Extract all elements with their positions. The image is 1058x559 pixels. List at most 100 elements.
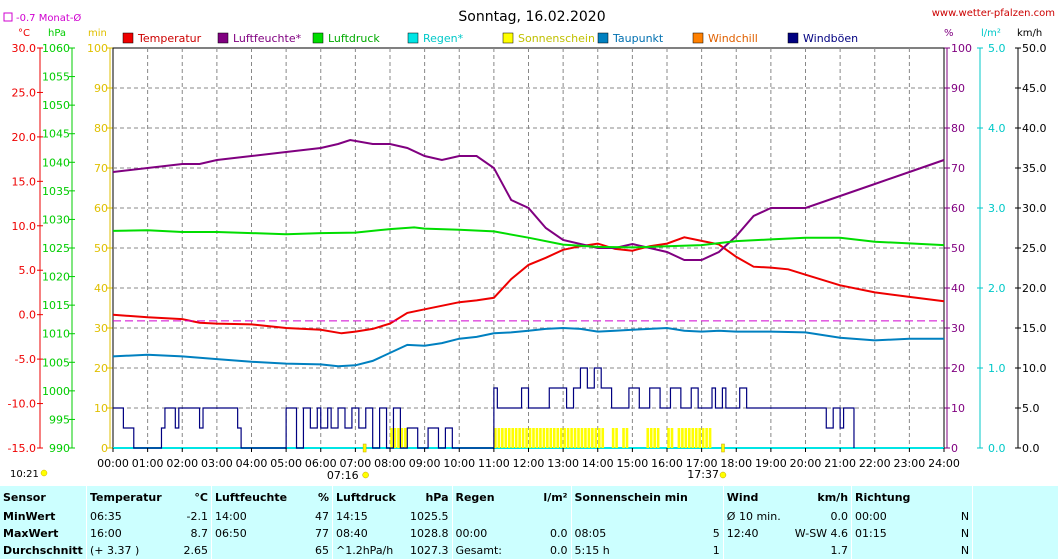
sunshine-bar — [681, 428, 684, 448]
sunshine-bar — [688, 428, 691, 448]
sunshine-axis-label: 20 — [94, 362, 108, 375]
sunshine-bar — [563, 428, 566, 448]
x-axis-label: 04:00 — [236, 457, 268, 470]
humidity-axis-label: 10 — [951, 402, 965, 415]
sunshine-bar — [556, 428, 560, 448]
sunrise-marker — [362, 443, 367, 453]
pressure-axis-label: 1050 — [42, 99, 70, 112]
x-axis-label: 02:00 — [166, 457, 198, 470]
sunshine-bar — [601, 428, 605, 448]
series-line-gusts — [113, 367, 855, 449]
sunshine-axis-label: 70 — [94, 162, 108, 175]
x-axis-label: 01:00 — [132, 457, 164, 470]
pressure-axis-label: 1030 — [42, 213, 70, 226]
stats-header-press-unit: hPa — [425, 490, 449, 504]
stats-temp-value: 2.65 — [183, 544, 209, 557]
sunshine-bar — [559, 428, 563, 448]
stats-press-value: 1027.3 — [410, 544, 449, 557]
legend-label-sunshine: Sonnenschein — [518, 32, 595, 45]
rain-axis-label: 0.0 — [988, 442, 1006, 455]
wind-axis-label: 10.0 — [1022, 362, 1047, 375]
wind-unit: km/h — [1017, 28, 1042, 39]
sunshine-bar — [549, 428, 553, 448]
sunshine-bar — [511, 428, 515, 448]
sunset-label: 17:37 — [687, 468, 719, 481]
stats-row-filler — [972, 542, 1058, 559]
pressure-axis-label: 1000 — [42, 385, 70, 398]
stats-sun-time — [570, 508, 691, 525]
x-axis-label: 05:00 — [270, 457, 302, 470]
sunshine-bar — [539, 428, 542, 448]
pressure-axis-label: 1020 — [42, 271, 70, 284]
legend-swatch-windchill — [692, 32, 704, 44]
site-link[interactable]: www.wetter-pfalzen.com — [932, 8, 1055, 19]
stats-dir-time: 01:15 — [851, 525, 927, 542]
legend-swatch-pressure — [312, 32, 324, 44]
stats-row-max: MaxWert 16:00 8.7 06:50 77 08:40 1028.8 … — [0, 525, 1058, 542]
pressure-axis-label: 1040 — [42, 156, 70, 169]
stats-sun-time: 08:05 — [570, 525, 691, 542]
stats-temp-value: 8.7 — [190, 527, 209, 540]
sunshine-bar — [566, 428, 570, 448]
stats-rain-time: Gesamt: — [451, 542, 527, 559]
stats-header-hum: Luftfeuchte — [211, 486, 296, 508]
sunshine-bar — [497, 428, 501, 448]
stats-press-time: ^1.2hPa/h — [332, 542, 407, 559]
stats-header-wind: Wind — [722, 486, 792, 508]
stats-wind-value: 1.7 — [830, 544, 849, 557]
x-axis-label: 17:00 — [686, 457, 718, 470]
stats-dir-time: 00:00 — [851, 508, 927, 525]
x-axis-label: 20:00 — [790, 457, 822, 470]
rain-axis-label: 1.0 — [988, 362, 1006, 375]
legend-swatch-sunshine — [502, 32, 514, 44]
stats-row-label: MaxWert — [3, 527, 59, 540]
sunshine-bar — [597, 428, 601, 448]
chart-axes: -15.0 -10.0 -5.0 0.0 5.0 10.0 15.0 20.0 25.0 30.0… — [8, 42, 1047, 455]
month-avg-label: -0.7 Monat-Ø — [16, 12, 81, 24]
x-axis-label: 21:00 — [824, 457, 856, 470]
series-line-pressure — [112, 226, 945, 249]
temperature-axis-label: 20.0 — [12, 131, 37, 144]
legend-label-pressure: Luftdruck — [328, 32, 380, 45]
sunshine-bar — [532, 428, 535, 448]
stats-rain-value — [527, 508, 572, 525]
sunshine-bar — [622, 428, 625, 448]
sunshine-unit: min — [88, 28, 107, 39]
stats-header-wind-unit: km/h — [817, 490, 849, 504]
temperature-axis-label: 10.0 — [12, 220, 37, 233]
sunshine-bar — [404, 428, 407, 448]
sunshine-bar — [594, 428, 598, 448]
pressure-axis-label: 995 — [49, 413, 70, 426]
sunset-sun-icon — [719, 471, 727, 479]
humidity-axis-label: 70 — [951, 162, 965, 175]
sunshine-bar — [514, 428, 518, 448]
stats-header-dir-spacer — [926, 486, 973, 508]
legend-label-rain: Regen* — [423, 32, 464, 45]
humidity-axis-label: 20 — [951, 362, 965, 375]
legend-swatch-rain — [407, 32, 419, 44]
sunshine-bar — [393, 428, 397, 448]
stats-sun-value: 1 — [712, 544, 720, 557]
humidity-axis-label: 30 — [951, 322, 965, 335]
legend-label-temperature: Temperatur — [137, 32, 202, 45]
sunshine-bar — [546, 428, 549, 448]
sunshine-bar — [591, 428, 594, 448]
sunshine-bar — [504, 428, 508, 448]
x-axis-label: 14:00 — [582, 457, 614, 470]
humidity-axis-label: 100 — [951, 42, 972, 55]
sunshine-bar — [677, 428, 681, 448]
humidity-axis-label: 80 — [951, 122, 965, 135]
legend-label-windchill: Windchill — [708, 32, 758, 45]
sunshine-bar — [625, 428, 629, 448]
chart-markers: 07:16 17:37 — [113, 320, 944, 482]
stats-sun-time: 5:15 h — [570, 542, 691, 559]
wind-axis-label: 35.0 — [1022, 162, 1047, 175]
stats-hum-time: 06:50 — [211, 525, 296, 542]
rain-axis-label: 4.0 — [988, 122, 1006, 135]
rain-axis-label: 3.0 — [988, 202, 1006, 215]
sunshine-bar — [494, 428, 497, 448]
stats-press-value: 1025.5 — [410, 510, 449, 523]
sunshine-bar — [649, 428, 653, 448]
sunshine-bar — [611, 428, 615, 448]
stats-sun-value: 5 — [712, 527, 720, 540]
